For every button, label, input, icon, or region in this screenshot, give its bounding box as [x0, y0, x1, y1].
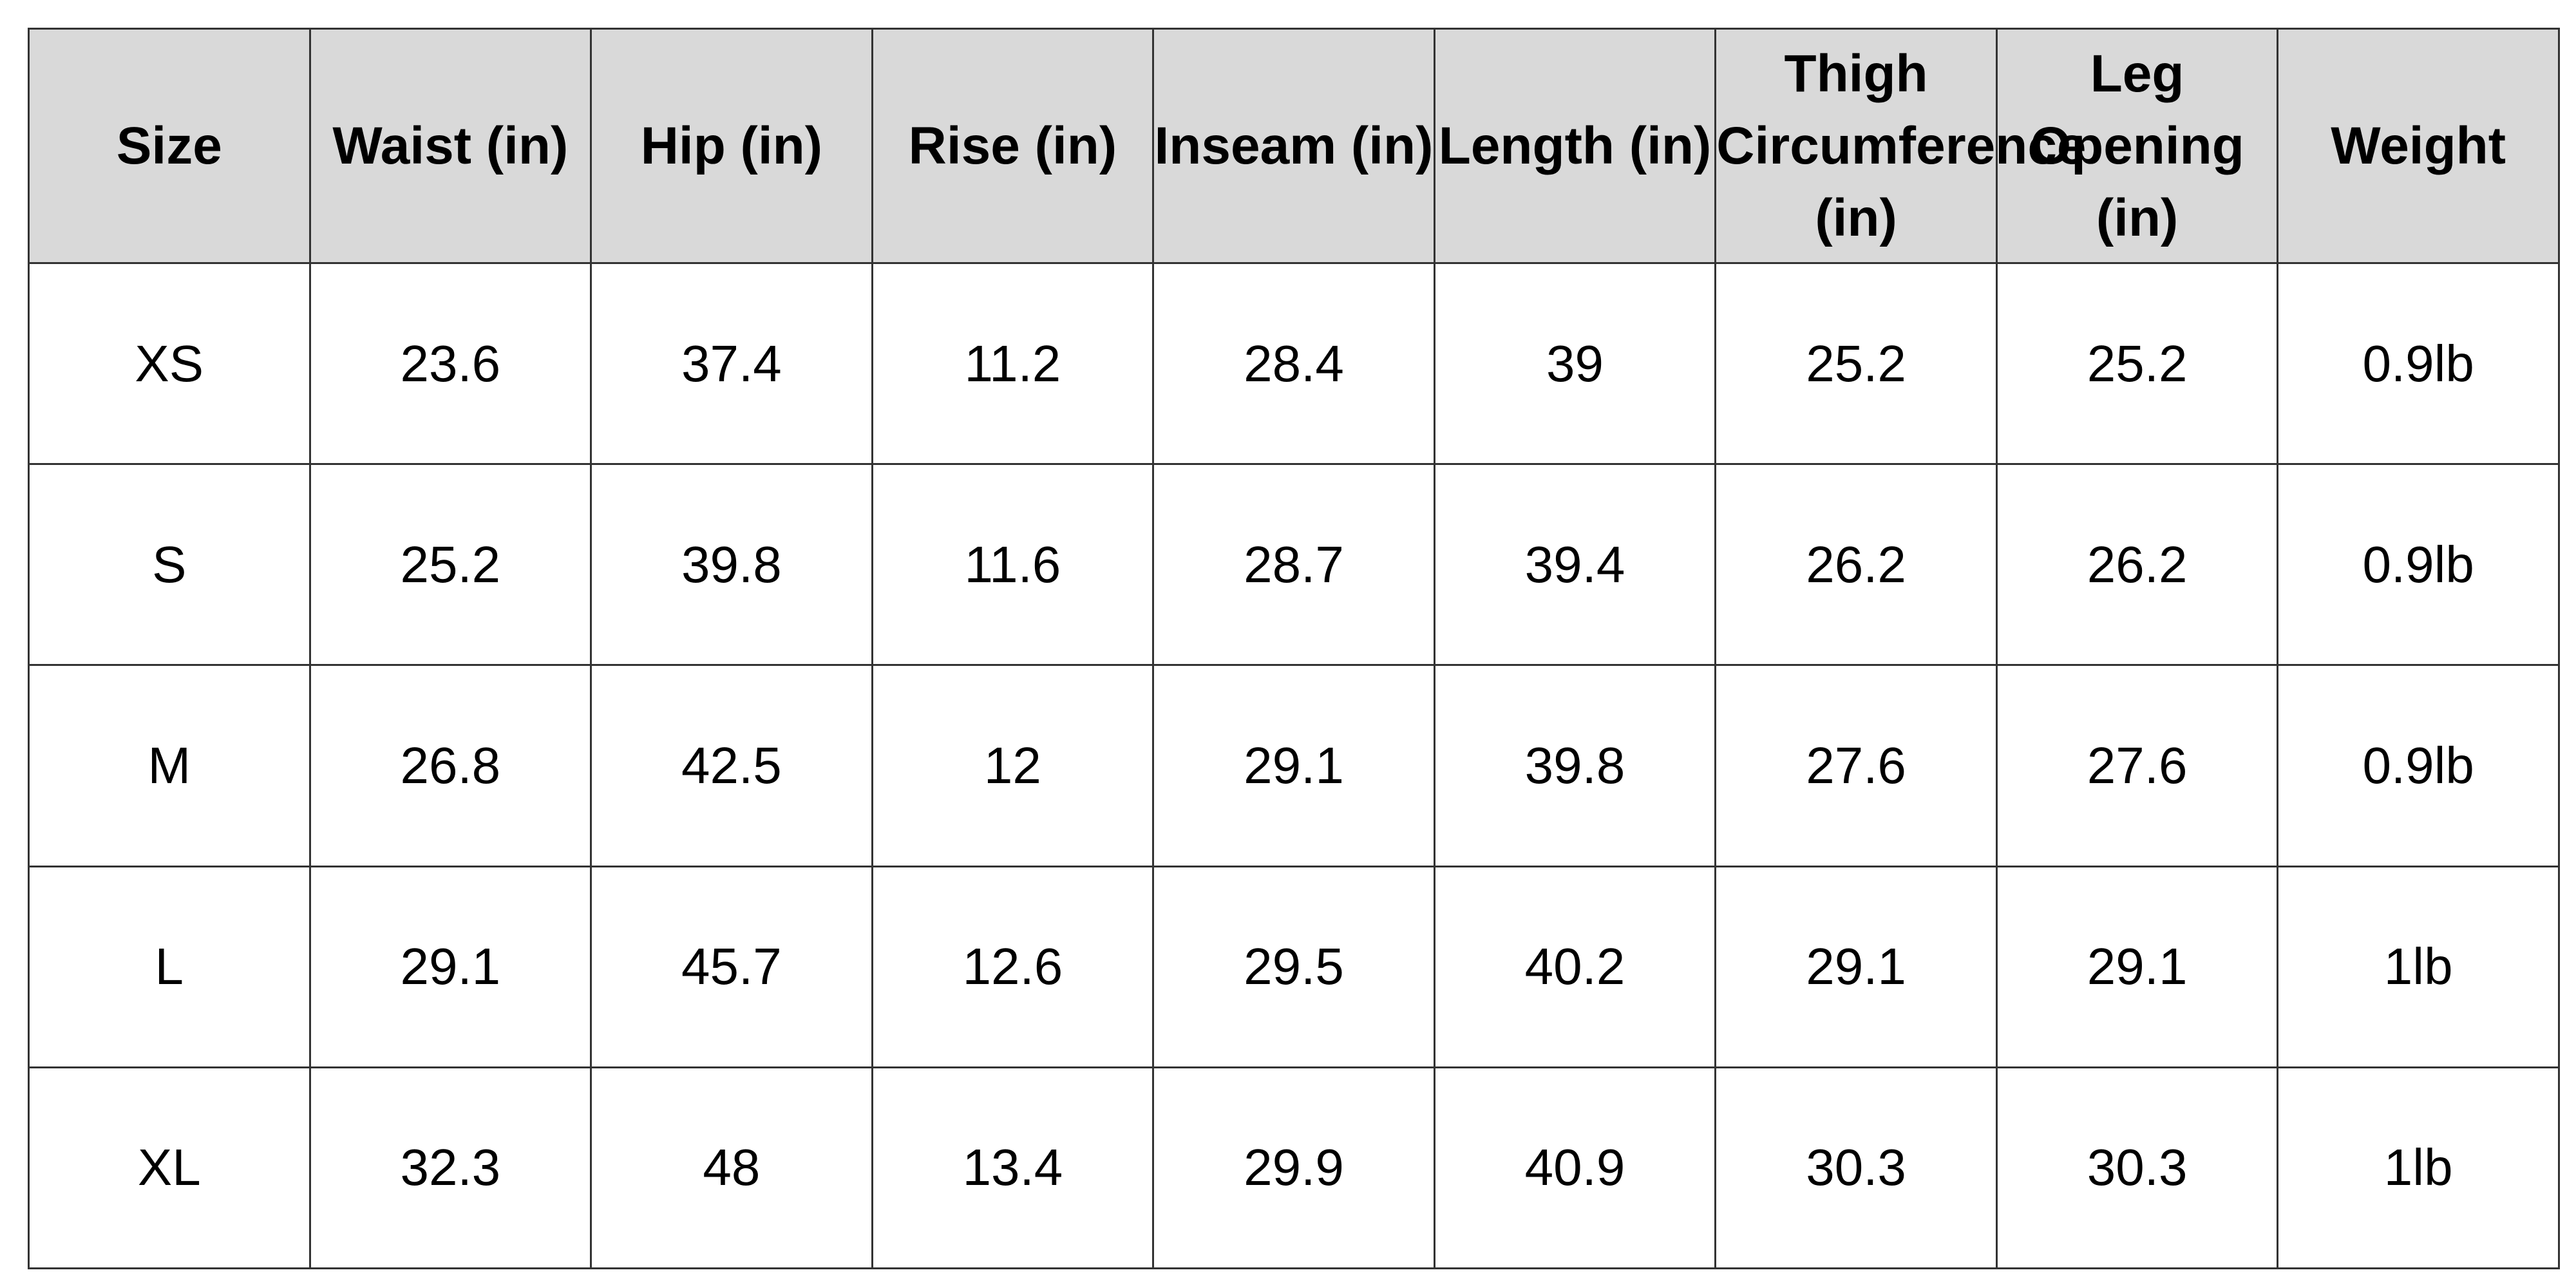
cell-rise: 11.6: [871, 463, 1155, 667]
header-row: Size Waist (in) Hip (in) Rise (in) Insea…: [28, 28, 2560, 264]
cell-length: 39.4: [1433, 463, 1717, 667]
header-inseam: Inseam (in): [1152, 28, 1435, 264]
table-row: M 26.8 42.5 12 29.1 39.8 27.6 27.6 0.9lb: [28, 664, 2560, 867]
table-row: S 25.2 39.8 11.6 28.7 39.4 26.2 26.2 0.9…: [28, 463, 2560, 667]
cell-thigh-circumference: 26.2: [1714, 463, 1998, 667]
cell-waist: 26.8: [308, 664, 592, 867]
cell-waist: 32.3: [308, 1066, 592, 1270]
cell-length: 39.8: [1433, 664, 1717, 867]
cell-rise: 12.6: [871, 865, 1155, 1068]
header-leg-opening: Leg Opening (in): [1995, 28, 2279, 264]
cell-waist: 29.1: [308, 865, 592, 1068]
cell-leg-opening: 29.1: [1995, 865, 2279, 1068]
cell-weight: 1lb: [2277, 865, 2560, 1068]
header-waist: Waist (in): [308, 28, 592, 264]
cell-hip: 48: [590, 1066, 873, 1270]
table-row: XL 32.3 48 13.4 29.9 40.9 30.3 30.3 1lb: [28, 1066, 2560, 1270]
cell-inseam: 29.5: [1152, 865, 1435, 1068]
cell-leg-opening: 27.6: [1995, 664, 2279, 867]
cell-length: 40.2: [1433, 865, 1717, 1068]
cell-leg-opening: 30.3: [1995, 1066, 2279, 1270]
cell-size: S: [28, 463, 311, 667]
table-row: XS 23.6 37.4 11.2 28.4 39 25.2 25.2 0.9l…: [28, 261, 2560, 466]
header-length: Length (in): [1433, 28, 1717, 264]
cell-size: M: [28, 664, 311, 867]
cell-waist: 23.6: [308, 261, 592, 466]
header-size: Size: [28, 28, 311, 264]
cell-weight: 1lb: [2277, 1066, 2560, 1270]
cell-inseam: 28.7: [1152, 463, 1435, 667]
cell-inseam: 29.1: [1152, 664, 1435, 867]
table-header: Size Waist (in) Hip (in) Rise (in) Insea…: [28, 28, 2560, 264]
cell-inseam: 28.4: [1152, 261, 1435, 466]
header-thigh-circumference: Thigh Circumference (in): [1714, 28, 2087, 264]
cell-thigh-circumference: 29.1: [1714, 865, 1998, 1068]
cell-length: 40.9: [1433, 1066, 1717, 1270]
table-body: XS 23.6 37.4 11.2 28.4 39 25.2 25.2 0.9l…: [28, 261, 2560, 1270]
cell-thigh-circumference: 25.2: [1714, 261, 1998, 466]
cell-weight: 0.9lb: [2277, 463, 2560, 667]
cell-inseam: 29.9: [1152, 1066, 1435, 1270]
cell-length: 39: [1433, 261, 1717, 466]
cell-rise: 13.4: [871, 1066, 1155, 1270]
cell-waist: 25.2: [308, 463, 592, 667]
cell-hip: 39.8: [590, 463, 873, 667]
cell-hip: 42.5: [590, 664, 873, 867]
cell-thigh-circumference: 27.6: [1714, 664, 1998, 867]
cell-thigh-circumference: 30.3: [1714, 1066, 1998, 1270]
header-weight: Weight: [2277, 28, 2560, 264]
cell-size: L: [28, 865, 311, 1068]
cell-size: XS: [28, 261, 311, 466]
cell-hip: 45.7: [590, 865, 873, 1068]
header-rise: Rise (in): [871, 28, 1155, 264]
cell-weight: 0.9lb: [2277, 664, 2560, 867]
cell-weight: 0.9lb: [2277, 261, 2560, 466]
cell-rise: 11.2: [871, 261, 1155, 466]
cell-hip: 37.4: [590, 261, 873, 466]
size-chart-table: Size Waist (in) Hip (in) Rise (in) Insea…: [28, 28, 2560, 1270]
table-row: L 29.1 45.7 12.6 29.5 40.2 29.1 29.1 1lb: [28, 865, 2560, 1068]
cell-size: XL: [28, 1066, 311, 1270]
cell-leg-opening: 26.2: [1995, 463, 2279, 667]
cell-leg-opening: 25.2: [1995, 261, 2279, 466]
header-hip: Hip (in): [590, 28, 873, 264]
cell-rise: 12: [871, 664, 1155, 867]
